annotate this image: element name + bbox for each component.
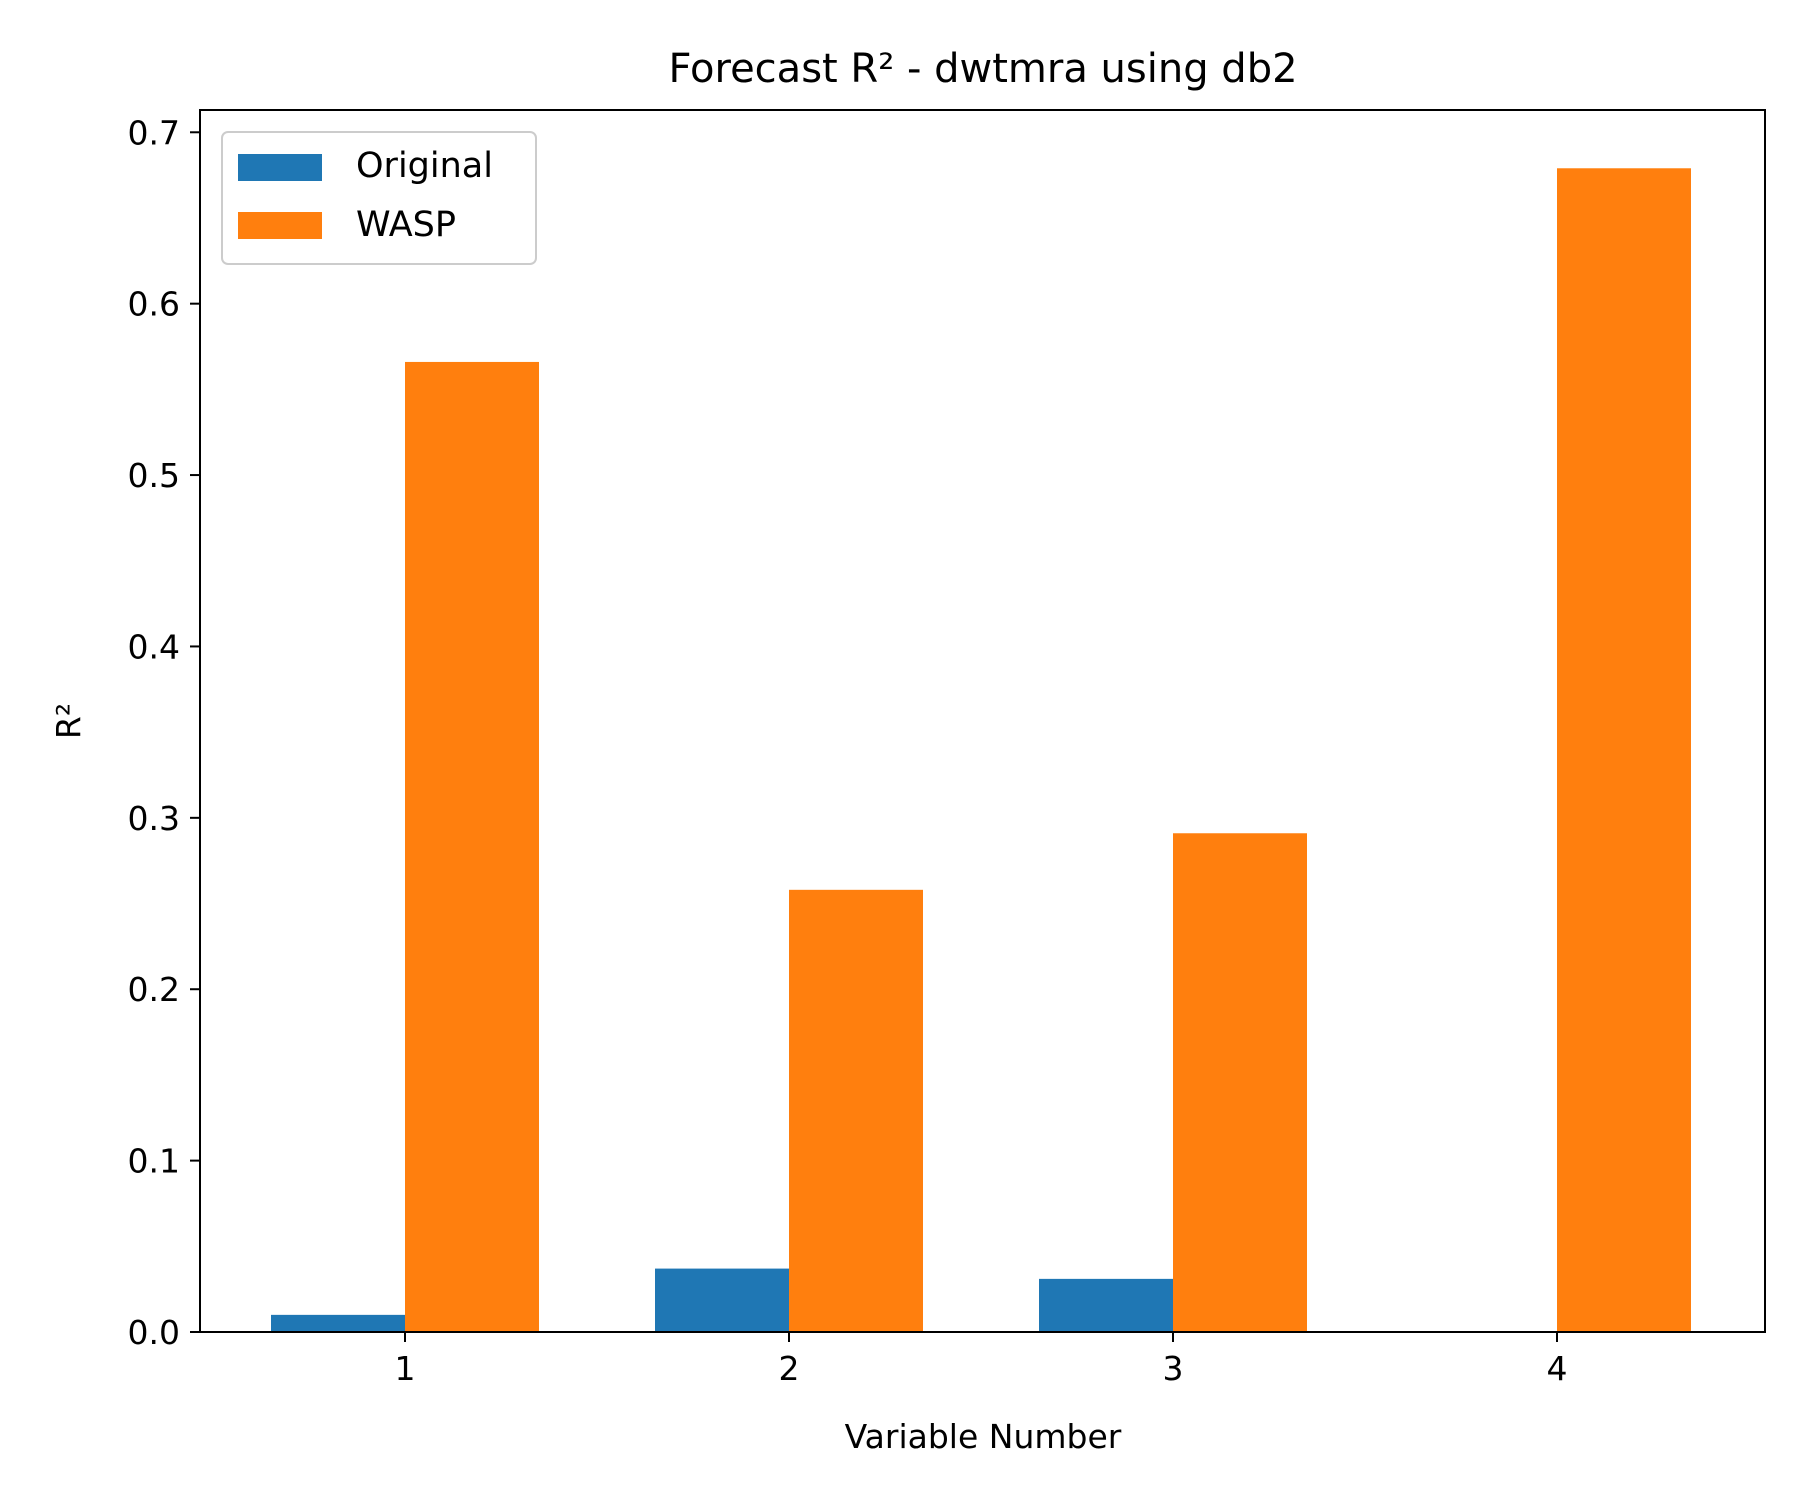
x-tick-label: 1 [395, 1349, 416, 1388]
bar-original-1 [271, 1314, 405, 1332]
bar-wasp-3 [1173, 833, 1307, 1332]
legend: Original WASP [221, 131, 537, 265]
y-tick-label: 0.2 [128, 970, 180, 1009]
y-axis-ticks: 0.0 0.1 0.2 0.3 0.4 0.5 0.6 0.7 [128, 113, 200, 1352]
bar-wasp-4 [1557, 168, 1691, 1332]
bar-original-3 [1039, 1278, 1173, 1332]
bars-group [271, 168, 1691, 1332]
legend-swatch-wasp [238, 212, 322, 239]
legend-label-wasp: WASP [356, 205, 456, 245]
y-tick-label: 0.5 [128, 456, 180, 495]
x-axis-ticks: 1 2 3 4 [395, 1332, 1568, 1388]
chart-title: Forecast R² - dwtmra using db2 [668, 46, 1297, 92]
y-tick-label: 0.3 [128, 799, 180, 838]
legend-swatch-original [238, 154, 322, 181]
y-tick-label: 0.4 [128, 627, 180, 666]
y-tick-label: 0.7 [128, 113, 180, 152]
bar-original-2 [655, 1268, 789, 1332]
x-tick-label: 2 [779, 1349, 800, 1388]
y-tick-label: 0.0 [128, 1313, 180, 1352]
y-axis-label: R² [49, 703, 88, 739]
y-tick-label: 0.1 [128, 1142, 180, 1181]
plot-frame [199, 109, 1766, 1333]
bar-wasp-2 [789, 889, 923, 1332]
x-tick-label: 3 [1163, 1349, 1184, 1388]
x-tick-label: 4 [1547, 1349, 1568, 1388]
bar-wasp-1 [405, 361, 539, 1332]
y-tick-label: 0.6 [128, 285, 180, 324]
legend-label-original: Original [356, 146, 493, 186]
x-axis-label: Variable Number [845, 1417, 1122, 1456]
